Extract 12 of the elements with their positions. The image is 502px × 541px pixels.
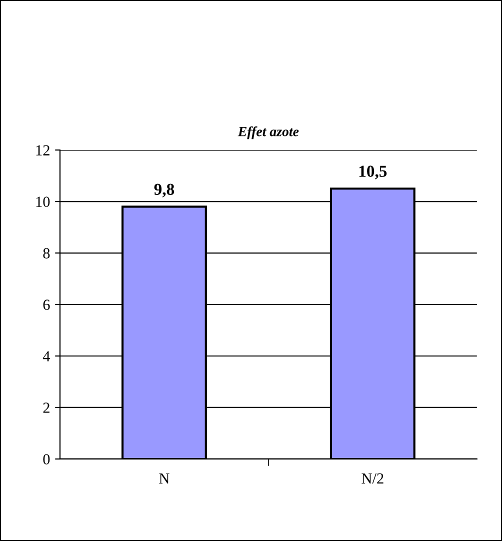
- y-tick-label: 0: [43, 454, 50, 464]
- y-tick-label: 10: [36, 196, 50, 207]
- y-tick-label: 2: [43, 402, 50, 413]
- y-tick-label: 12: [36, 145, 50, 156]
- y-tick-label: 6: [43, 300, 50, 310]
- data-label: 9,8: [154, 184, 174, 198]
- y-tick-label: 4: [42, 351, 50, 362]
- chart-title: Effet azote: [238, 126, 299, 140]
- x-tick-label: N/2: [362, 473, 384, 484]
- x-tick-label: N: [159, 473, 170, 484]
- data-label: 10,5: [359, 166, 387, 180]
- y-tick-label: 8: [43, 248, 50, 258]
